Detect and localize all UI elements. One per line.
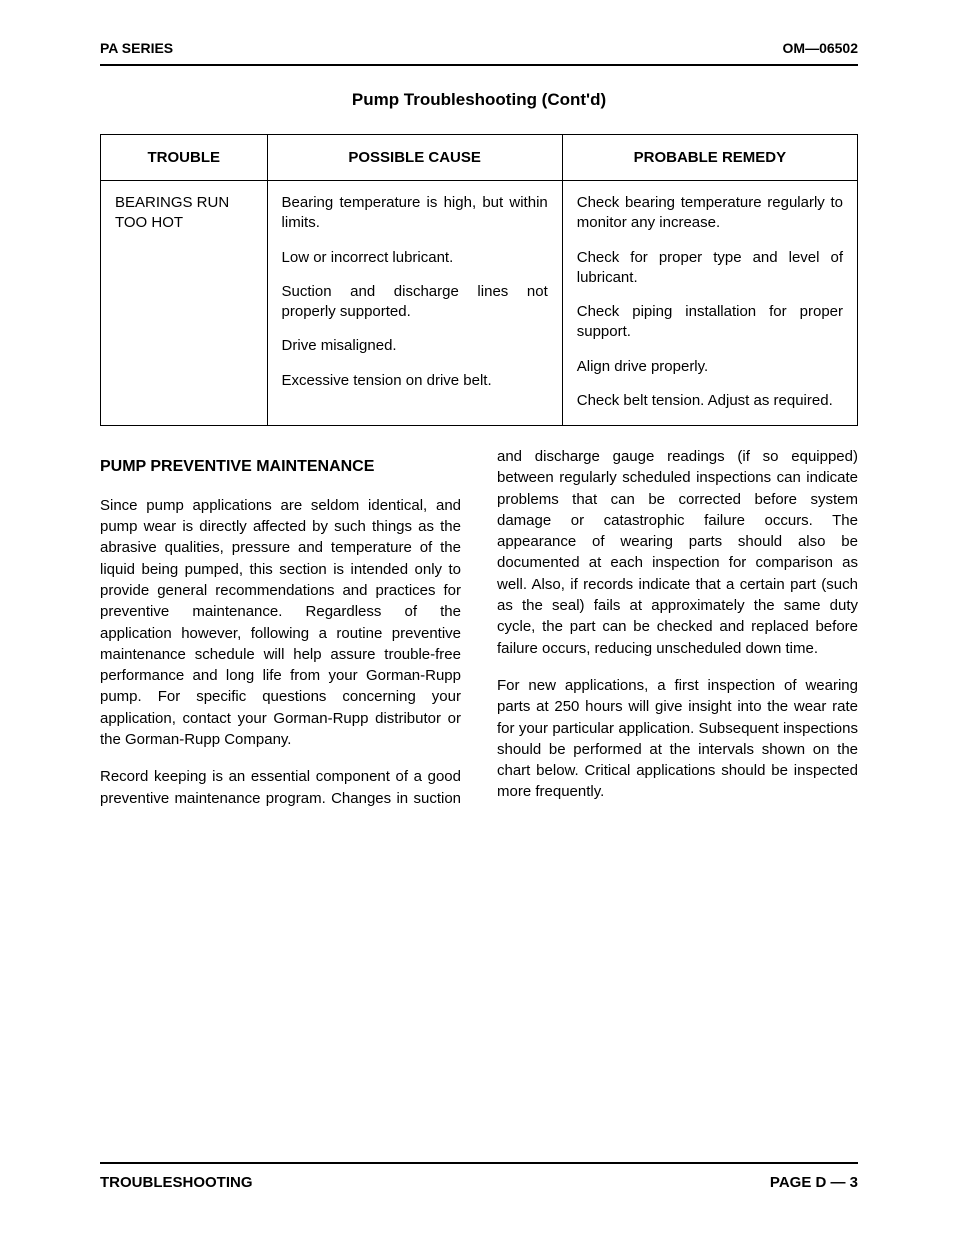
- cause-text: Suction and discharge lines not properly…: [282, 282, 548, 323]
- body-columns: PUMP PREVENTIVE MAINTENANCE Since pump a…: [100, 446, 858, 814]
- body-paragraph: For new applications, a first inspection…: [497, 675, 858, 803]
- section-heading: PUMP PREVENTIVE MAINTENANCE: [100, 456, 461, 479]
- header-left: PA SERIES: [100, 40, 173, 56]
- th-cause: POSSIBLE CAUSE: [267, 135, 562, 181]
- remedy-text: Check bearing temperature regularly to m…: [577, 193, 843, 234]
- body-paragraph: Since pump applications are seldom ident…: [100, 495, 461, 751]
- cause-text: Bearing temperature is high, but within …: [282, 193, 548, 234]
- remedy-text: Check belt tension. Adjust as required.: [577, 391, 843, 411]
- remedy-text: Align drive properly.: [577, 357, 843, 377]
- trouble-label: BEARINGS RUN TOO HOT: [115, 193, 253, 234]
- cause-text: Low or incorrect lubricant.: [282, 248, 548, 268]
- remedy-text: Check for proper type and level of lubri…: [577, 248, 843, 289]
- footer-right: PAGE D — 3: [770, 1174, 858, 1191]
- th-remedy: PROBABLE REMEDY: [562, 135, 857, 181]
- cause-text: Drive misaligned.: [282, 336, 548, 356]
- footer-left: TROUBLESHOOTING: [100, 1174, 253, 1191]
- header-right: OM—06502: [783, 40, 858, 56]
- th-trouble: TROUBLE: [101, 135, 268, 181]
- page-header: PA SERIES OM—06502: [100, 40, 858, 66]
- page-footer: TROUBLESHOOTING PAGE D — 3: [100, 1162, 858, 1191]
- td-trouble: BEARINGS RUN TOO HOT: [101, 181, 268, 426]
- cause-text: Excessive tension on drive belt.: [282, 371, 548, 391]
- td-remedies: Check bearing temperature regularly to m…: [562, 181, 857, 426]
- td-causes: Bearing temperature is high, but within …: [267, 181, 562, 426]
- troubleshooting-table: TROUBLE POSSIBLE CAUSE PROBABLE REMEDY B…: [100, 134, 858, 426]
- page-title: Pump Troubleshooting (Cont'd): [100, 90, 858, 110]
- remedy-text: Check piping installation for proper sup…: [577, 302, 843, 343]
